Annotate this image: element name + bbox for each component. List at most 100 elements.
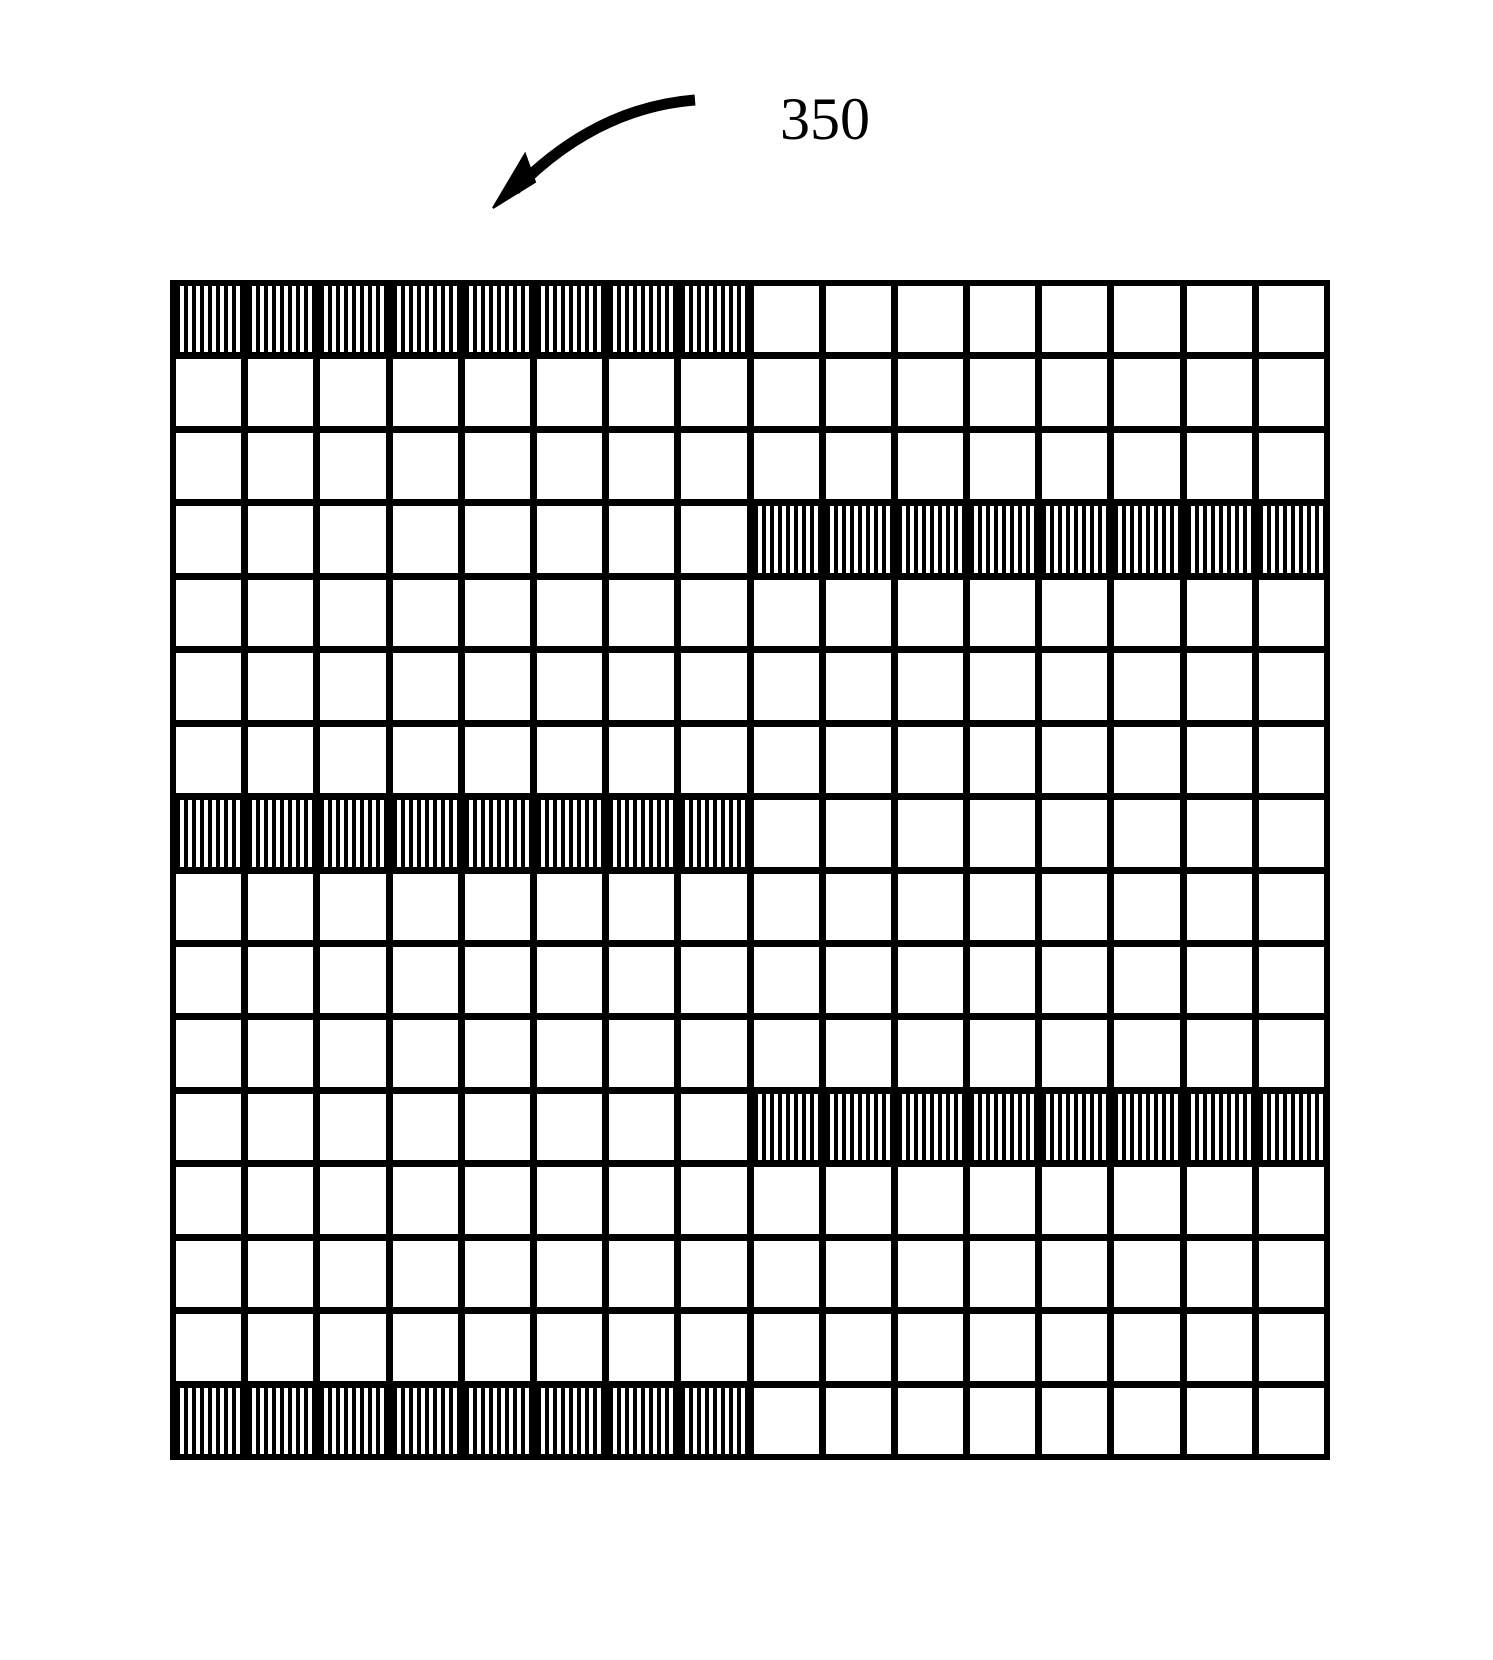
grid-cell: [176, 1314, 241, 1380]
figure-container: { "label": { "text": "350", "fontsize_px…: [0, 0, 1493, 1660]
grid-cell: [970, 1020, 1035, 1086]
grid-cell: [970, 1388, 1035, 1454]
grid-cell: [1042, 433, 1107, 499]
grid-cell: [1042, 1094, 1107, 1160]
grid-cell: [320, 1314, 385, 1380]
grid-cell: [826, 874, 891, 940]
grid-cell: [1187, 1020, 1252, 1086]
grid-cell: [609, 727, 674, 793]
grid-cell: [970, 1167, 1035, 1233]
grid-cell: [898, 947, 963, 1013]
grid-cell: [681, 1388, 746, 1454]
grid-cell: [248, 1314, 313, 1380]
grid-cell: [1259, 1167, 1324, 1233]
grid-cell: [898, 433, 963, 499]
grid-cell: [320, 1020, 385, 1086]
grid-cell: [1114, 800, 1179, 866]
grid-cell: [1114, 874, 1179, 940]
grid-cell: [1259, 1241, 1324, 1307]
grid-cell: [1187, 800, 1252, 866]
grid-cell: [1042, 1020, 1107, 1086]
grid-cell: [176, 947, 241, 1013]
grid-cell: [1259, 727, 1324, 793]
grid-cell: [609, 1020, 674, 1086]
grid-cell: [320, 359, 385, 425]
grid-cell: [826, 653, 891, 719]
grid-cell: [248, 800, 313, 866]
grid-cell: [393, 1314, 458, 1380]
grid-frame: [170, 280, 1330, 1460]
grid-cell: [681, 1241, 746, 1307]
grid-cell: [681, 286, 746, 352]
grid-cell: [393, 1020, 458, 1086]
grid-cell: [320, 580, 385, 646]
grid-cell: [898, 727, 963, 793]
grid-cell: [176, 1094, 241, 1160]
grid-cell: [537, 947, 602, 1013]
grid-cell: [176, 580, 241, 646]
grid-cell: [681, 1167, 746, 1233]
grid-cell: [393, 727, 458, 793]
grid-cell: [465, 580, 530, 646]
grid-cell: [754, 874, 819, 940]
grid-cell: [609, 506, 674, 572]
grid-cell: [176, 1167, 241, 1233]
cell-grid: [176, 286, 1324, 1454]
grid-cell: [754, 1388, 819, 1454]
grid-cell: [970, 947, 1035, 1013]
grid-cell: [681, 433, 746, 499]
grid-cell: [754, 947, 819, 1013]
grid-cell: [970, 1314, 1035, 1380]
grid-cell: [898, 286, 963, 352]
grid-cell: [970, 433, 1035, 499]
grid-cell: [248, 874, 313, 940]
grid-cell: [609, 359, 674, 425]
grid-cell: [1187, 1167, 1252, 1233]
grid-cell: [393, 506, 458, 572]
grid-cell: [320, 433, 385, 499]
grid-cell: [1259, 800, 1324, 866]
grid-cell: [1042, 653, 1107, 719]
grid-cell: [754, 433, 819, 499]
grid-cell: [393, 874, 458, 940]
grid-cell: [537, 1167, 602, 1233]
grid-cell: [1259, 359, 1324, 425]
grid-cell: [1187, 1388, 1252, 1454]
grid-cell: [898, 1241, 963, 1307]
grid-cell: [970, 359, 1035, 425]
grid-cell: [826, 1020, 891, 1086]
grid-cell: [1259, 1020, 1324, 1086]
grid-cell: [826, 1241, 891, 1307]
grid-cell: [754, 1314, 819, 1380]
grid-cell: [1187, 286, 1252, 352]
grid-cell: [1259, 1094, 1324, 1160]
grid-cell: [898, 653, 963, 719]
grid-cell: [537, 653, 602, 719]
grid-cell: [970, 580, 1035, 646]
grid-cell: [609, 874, 674, 940]
grid-cell: [1187, 433, 1252, 499]
grid-cell: [537, 506, 602, 572]
grid-cell: [609, 1388, 674, 1454]
grid-cell: [320, 727, 385, 793]
grid-cell: [1187, 727, 1252, 793]
grid-cell: [465, 286, 530, 352]
grid-cell: [465, 1167, 530, 1233]
arrow-head: [493, 154, 535, 208]
grid-cell: [826, 286, 891, 352]
grid-cell: [970, 1094, 1035, 1160]
grid-cell: [754, 359, 819, 425]
grid-cell: [537, 1241, 602, 1307]
grid-cell: [537, 580, 602, 646]
grid-cell: [970, 1241, 1035, 1307]
grid-cell: [1259, 506, 1324, 572]
grid-cell: [826, 580, 891, 646]
arrow-arc: [515, 100, 695, 190]
grid-cell: [1114, 947, 1179, 1013]
grid-cell: [537, 1388, 602, 1454]
grid-cell: [176, 506, 241, 572]
grid-cell: [248, 1388, 313, 1454]
grid-cell: [970, 506, 1035, 572]
grid-cell: [248, 359, 313, 425]
grid-cell: [1114, 653, 1179, 719]
